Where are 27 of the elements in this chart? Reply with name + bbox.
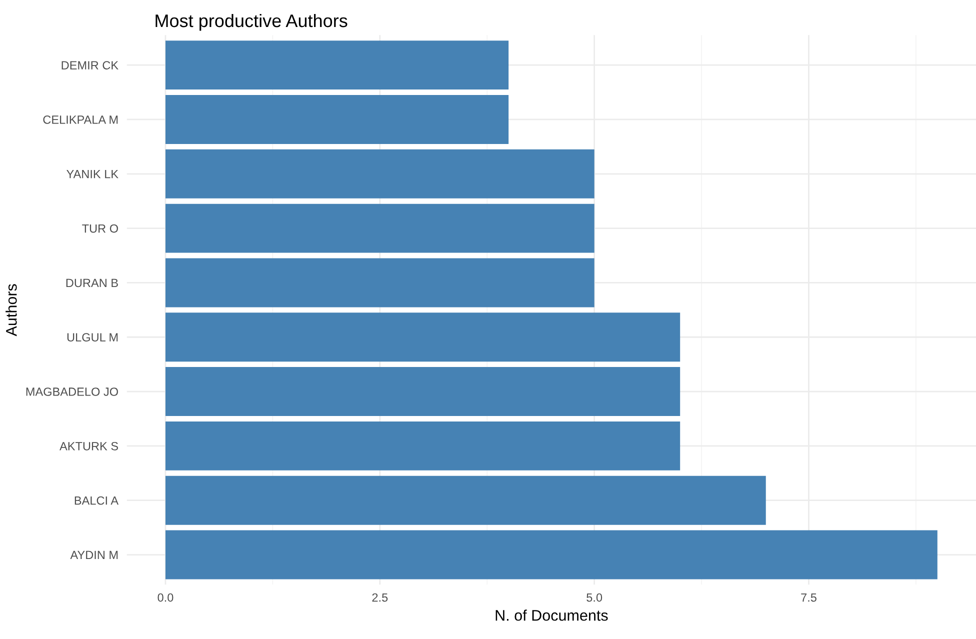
x-tick-label: 2.5 (372, 593, 388, 602)
y-tick-label: ULGUL M (67, 333, 118, 342)
y-axis-title: Authors (6, 284, 17, 336)
bar (165, 40, 509, 90)
y-tick-label: YANIK LK (66, 170, 118, 178)
bar (165, 149, 594, 198)
y-tick-label: DURAN B (66, 278, 118, 288)
y-tick-label: BALCI A (74, 496, 119, 505)
chart-title: Most productive Authors (156, 14, 348, 31)
bar (165, 530, 938, 580)
y-tick-label: MAGBADELO JO (26, 388, 118, 396)
bar (165, 367, 680, 416)
x-tick-label: 7.5 (801, 593, 816, 602)
y-tick-label: AYDIN M (70, 550, 118, 560)
bar (165, 94, 509, 144)
y-tick-label: TUR O (82, 224, 118, 233)
bar (165, 421, 680, 470)
bar (165, 476, 766, 525)
x-axis-title: N. of Documents (496, 610, 608, 621)
bar (165, 258, 594, 308)
bar (165, 204, 594, 253)
bar (165, 312, 680, 362)
x-tick-label: 5.0 (586, 593, 602, 602)
x-tick-label: 0.0 (158, 593, 174, 602)
y-tick-label: AKTURK S (60, 442, 118, 450)
y-tick-label: DEMIR CK (62, 61, 118, 70)
y-tick-label: CELIKPALA M (43, 116, 118, 124)
